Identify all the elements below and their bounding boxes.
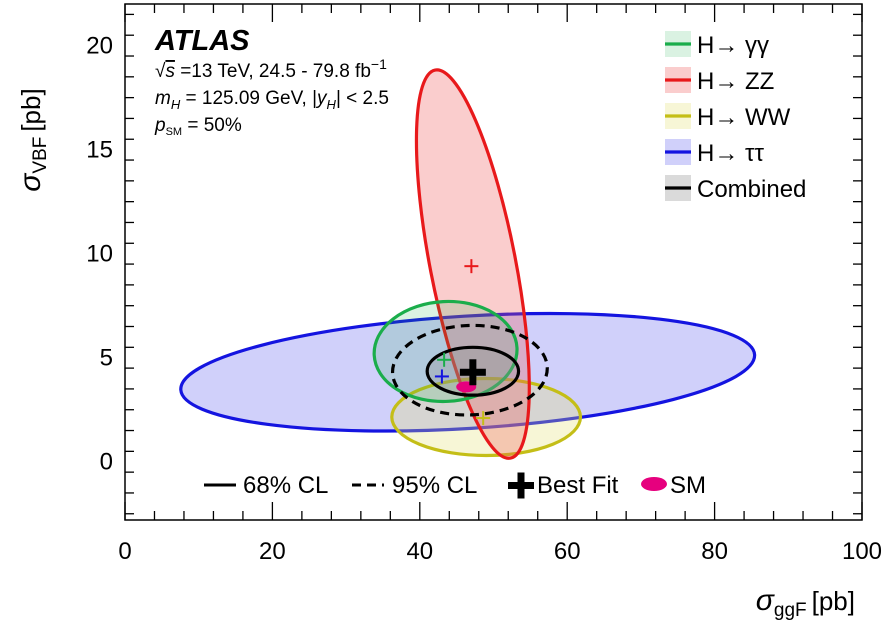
y-tick-label: 20 <box>86 33 113 60</box>
legend-label: H→ WW <box>697 104 791 131</box>
energy-lumi-label: √s =13 TeV, 24.5 - 79.8 fb−1 <box>155 56 387 82</box>
legend-95cl-label: 95% CL <box>392 472 477 499</box>
legend-best-fit-marker <box>508 472 534 499</box>
legend-label: H→ ττ <box>697 140 764 167</box>
x-tick-label: 0 <box>118 538 131 565</box>
x-tick-label: 60 <box>554 538 581 565</box>
legend-label: H→ ZZ <box>697 68 774 95</box>
contour-68-h-ww <box>390 376 583 458</box>
legend-label: Combined <box>697 176 806 203</box>
y-axis-title: σVBF[pb] <box>14 88 51 191</box>
best-fit-h <box>434 369 449 384</box>
legend-best-fit-label: Best Fit <box>537 472 619 499</box>
y-tick-label: 15 <box>86 137 113 164</box>
y-tick-label: 0 <box>100 449 113 476</box>
legend-entry-combined: Combined <box>665 175 806 203</box>
best-fit-combined <box>459 359 486 386</box>
best-fit-h <box>437 352 452 367</box>
legend-label: H→ γγ <box>697 32 769 59</box>
best-fit-h-ww <box>476 411 491 426</box>
x-axis-title: σggF [pb] <box>756 584 855 621</box>
legend-entry-h: H→ γγ <box>665 31 769 59</box>
plot-frame <box>124 3 863 521</box>
x-tick-label: 100 <box>842 538 882 565</box>
contour-68-h-zz <box>414 68 531 460</box>
mass-rapidity-label: mH = 125.09 GeV, |yH| < 2.5 <box>155 88 389 112</box>
x-tick-label: 40 <box>406 538 433 565</box>
legend-entry-h-ww: H→ WW <box>665 103 791 131</box>
legend-sm-label: SM <box>670 472 706 499</box>
legend-sm-marker <box>641 477 667 491</box>
bottom-legend: 68% CL 95% CL Best Fit SM <box>204 472 706 499</box>
y-tick-label: 10 <box>86 241 113 268</box>
legend-entry-h: H→ ττ <box>665 139 764 167</box>
psm-label: pSM = 50% <box>154 115 242 138</box>
axis-tick-labels: 0 20 40 60 80 100 0 5 10 15 20 <box>86 33 882 565</box>
x-tick-label: 80 <box>701 538 728 565</box>
info-block: ATLAS √s =13 TeV, 24.5 - 79.8 fb−1 mH = … <box>154 25 389 138</box>
best-fit-markers <box>434 259 491 426</box>
legend-entry-h-zz: H→ ZZ <box>665 67 774 95</box>
best-fit-h-zz <box>464 259 479 274</box>
axis-ticks <box>124 4 863 520</box>
legend: H→ γγ H→ ZZ H→ WW H→ ττ Combined <box>665 31 806 203</box>
legend-68cl-label: 68% CL <box>243 472 328 499</box>
experiment-label: ATLAS <box>154 25 250 57</box>
x-tick-label: 20 <box>259 538 286 565</box>
y-tick-label: 5 <box>100 345 113 372</box>
